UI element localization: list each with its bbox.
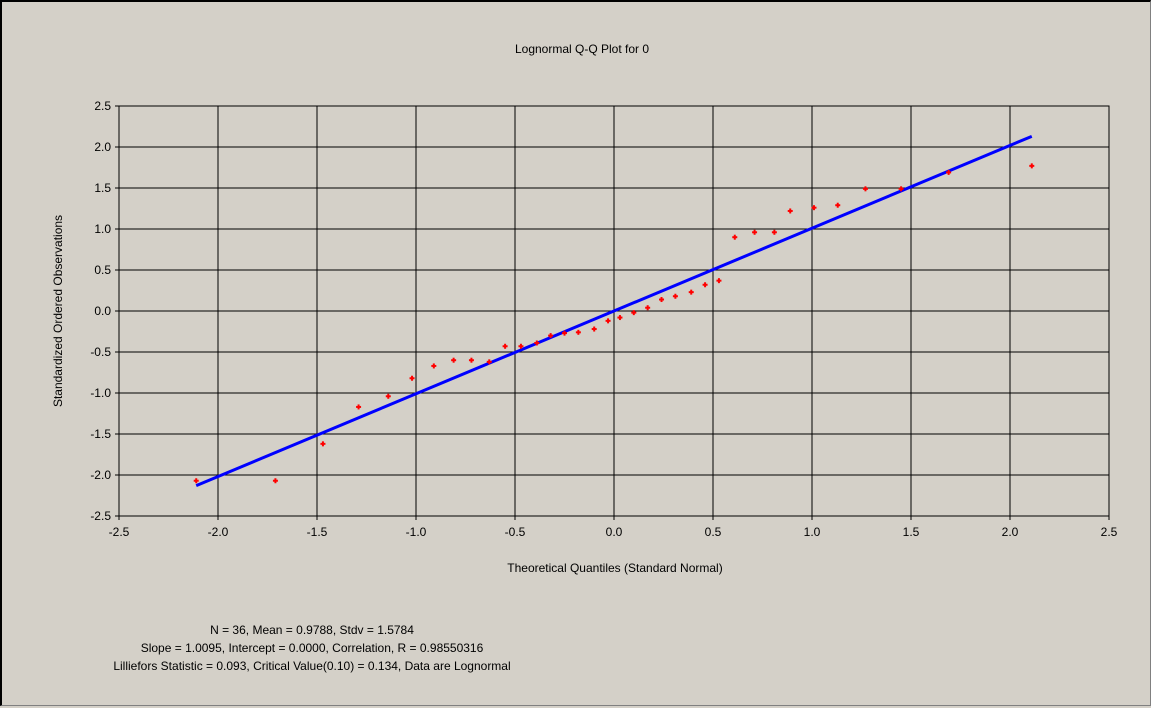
fit-line (195, 134, 1033, 488)
plot-border (118, 105, 1110, 517)
x-tick-label: 0.5 (705, 525, 722, 539)
data-point (787, 208, 793, 214)
data-point (486, 359, 492, 365)
data-point (502, 343, 508, 349)
data-point (716, 278, 722, 284)
data-point (672, 293, 678, 299)
data-point (356, 404, 362, 410)
data-point (193, 478, 199, 484)
x-tick-label: 2.0 (1002, 525, 1019, 539)
data-point (468, 357, 474, 363)
data-point (631, 310, 637, 316)
data-point (811, 205, 817, 211)
stats-line-2: Slope = 1.0095, Intercept = 0.0000, Corr… (141, 641, 484, 655)
data-point (431, 363, 437, 369)
y-tick-label: 2.5 (94, 99, 111, 113)
x-tick-labels: -2.5 -2.0 -1.5 -1.0 -0.5 0.0 0.5 1.0 1.5 2.0 2.5 (109, 525, 1118, 539)
data-point (385, 393, 391, 399)
y-axis-label: Standardized Ordered Observations (51, 215, 65, 407)
y-tick-label: 2.0 (94, 140, 111, 154)
y-tick-label: -1.5 (90, 427, 111, 441)
data-point (732, 234, 738, 240)
x-tick-label: -2.5 (109, 525, 130, 539)
data-point (1029, 163, 1035, 169)
y-tick-label: -2.5 (90, 509, 111, 523)
data-point (409, 375, 415, 381)
y-tick-label: -2.0 (90, 468, 111, 482)
data-points (193, 163, 1035, 484)
data-point (835, 202, 841, 208)
stats-line-3: Lilliefors Statistic = 0.093, Critical V… (113, 659, 510, 673)
y-tick-label: 1.0 (94, 222, 111, 236)
data-point (771, 229, 777, 235)
data-point (534, 340, 540, 346)
data-point (518, 343, 524, 349)
data-point (591, 326, 597, 332)
data-point (659, 297, 665, 303)
data-point (617, 315, 623, 321)
data-point (862, 186, 868, 192)
x-tick-label: -1.0 (406, 525, 427, 539)
data-point (320, 441, 326, 447)
y-tick-label: 0.5 (94, 263, 111, 277)
data-point (548, 333, 554, 339)
data-point (272, 478, 278, 484)
plot-axes (118, 105, 1110, 517)
data-point (702, 282, 708, 288)
data-point (605, 318, 611, 324)
x-tick-label: 1.0 (804, 525, 821, 539)
stats-line-1: N = 36, Mean = 0.9788, Stdv = 1.5784 (210, 623, 414, 637)
y-tick-label: 1.5 (94, 181, 111, 195)
x-tick-label: -2.0 (208, 525, 229, 539)
data-point (752, 229, 758, 235)
data-point (946, 169, 952, 175)
chart-title: Lognormal Q-Q Plot for 0 (515, 42, 649, 56)
data-point (451, 357, 457, 363)
y-tick-label: 0.0 (94, 304, 111, 318)
x-tick-label: 0.0 (606, 525, 623, 539)
x-tick-label: -1.5 (307, 525, 328, 539)
data-point (898, 186, 904, 192)
y-tick-label: -0.5 (90, 345, 111, 359)
x-axis-label: Theoretical Quantiles (Standard Normal) (507, 561, 722, 575)
data-point (688, 289, 694, 295)
data-point (645, 305, 651, 311)
x-tick-label: 1.5 (903, 525, 920, 539)
x-tick-label: -0.5 (505, 525, 526, 539)
data-point (562, 330, 567, 336)
x-tick-label: 2.5 (1101, 525, 1118, 539)
fit-line-layer (195, 134, 1033, 488)
y-tick-labels: 2.5 2.0 1.5 1.0 0.5 0.0 -0.5 -1.0 -1.5 -2.0 -2.5 (90, 99, 111, 523)
y-tick-label: -1.0 (90, 386, 111, 400)
data-point (575, 329, 581, 335)
